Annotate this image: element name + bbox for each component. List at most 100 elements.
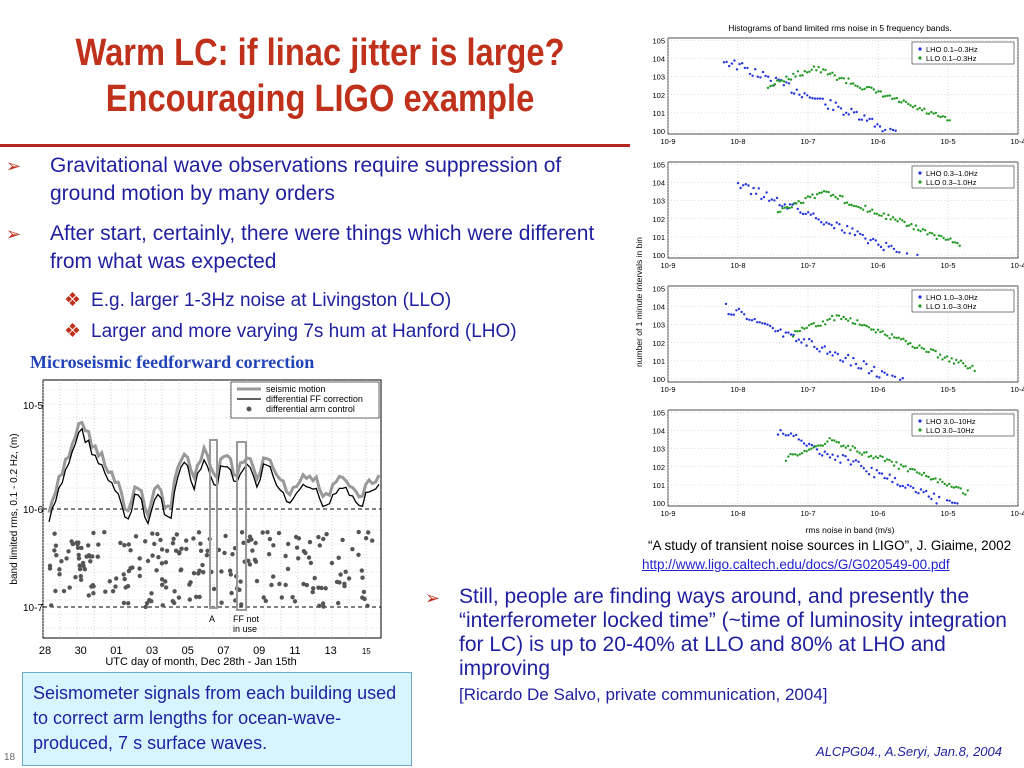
legend-entry: LHO 0.1–0.3Hz	[926, 45, 978, 54]
data-point	[228, 572, 233, 577]
llo-point	[897, 467, 900, 470]
legend-swatch	[918, 428, 922, 432]
data-point	[95, 554, 101, 559]
x-tick-label: 03	[146, 645, 158, 657]
llo-point	[826, 318, 829, 322]
llo-point	[868, 210, 872, 213]
llo-point	[828, 72, 832, 75]
data-point	[53, 588, 58, 594]
lho-point	[823, 345, 826, 348]
llo-point	[872, 328, 875, 331]
llo-point	[879, 330, 882, 334]
llo-point	[934, 477, 937, 480]
data-point	[121, 572, 126, 577]
data-point	[292, 599, 298, 604]
lho-point	[912, 486, 915, 490]
llo-point	[803, 327, 806, 330]
llo-point	[884, 95, 887, 98]
x-tick-label: 10-8	[730, 261, 745, 270]
llo-point	[802, 201, 805, 205]
lho-point	[800, 439, 803, 442]
lho-point	[748, 72, 752, 76]
lho-point	[919, 488, 923, 491]
llo-point	[815, 69, 818, 72]
llo-point	[771, 84, 774, 87]
legend-entry: seismic motion	[266, 384, 326, 394]
lho-point	[743, 66, 746, 70]
llo-point	[920, 109, 924, 112]
lho-point	[809, 213, 812, 216]
data-point	[154, 568, 159, 573]
llo-point	[858, 451, 861, 455]
data-point	[67, 585, 72, 590]
data-point	[261, 595, 266, 600]
llo-point	[913, 468, 916, 471]
llo-point	[803, 449, 806, 453]
lho-point	[811, 97, 814, 100]
data-point	[76, 552, 81, 558]
llo-point	[805, 450, 808, 453]
data-point	[266, 552, 272, 557]
slide-title: Warm LC: if linac jitter is large? Encou…	[45, 30, 595, 122]
y-tick-label: 101	[652, 357, 665, 366]
legend-entry: LLO 1.0–3.0Hz	[926, 302, 977, 311]
llo-point	[817, 444, 820, 447]
llo-point	[785, 75, 788, 78]
data-point	[223, 533, 228, 539]
x-tick-labels: 28 30 01 03 05 07 09 11 13 15	[39, 645, 371, 657]
lho-point	[951, 501, 954, 504]
lho-point	[838, 223, 841, 226]
llo-point	[840, 317, 843, 321]
llo-point	[941, 358, 944, 361]
lho-point	[800, 341, 803, 344]
lho-point	[743, 313, 746, 316]
legend-entry: LHO 3.0–10Hz	[926, 417, 976, 426]
data-point	[81, 563, 86, 569]
panel-legend	[911, 413, 1015, 437]
x-tick-label: 10-7	[800, 385, 815, 394]
lho-point	[916, 253, 919, 257]
lho-point	[749, 192, 753, 196]
data-point	[356, 552, 361, 557]
data-point	[222, 550, 227, 556]
x-tick-label: 10-9	[660, 509, 675, 518]
llo-point	[951, 241, 954, 244]
x-tick-label: 11	[289, 645, 300, 657]
llo-point	[876, 456, 880, 460]
lho-point	[878, 472, 881, 475]
llo-point	[936, 356, 940, 359]
llo-point	[904, 465, 907, 468]
data-point	[301, 581, 306, 587]
data-point	[239, 530, 245, 535]
lho-point	[889, 127, 892, 131]
data-point	[137, 573, 142, 579]
lho-point	[783, 203, 786, 206]
llo-point	[934, 111, 938, 115]
data-point	[187, 597, 192, 602]
llo-point	[766, 86, 770, 90]
lho-point	[871, 117, 874, 121]
data-point	[320, 601, 326, 606]
llo-point	[892, 464, 896, 467]
data-point	[201, 570, 206, 575]
llo-point	[867, 455, 870, 458]
data-point	[276, 530, 282, 536]
lho-point	[854, 459, 858, 462]
llo-point	[914, 104, 917, 108]
llo-point	[797, 200, 800, 203]
lho-point	[890, 244, 893, 248]
data-point	[247, 562, 253, 567]
lho-point	[835, 221, 838, 224]
citation-link[interactable]: http://www.ligo.caltech.edu/docs/G/G0205…	[642, 557, 950, 572]
data-point	[171, 536, 176, 541]
lho-point	[874, 239, 877, 242]
llo-point	[939, 115, 942, 119]
llo-point	[863, 323, 866, 327]
llo-point	[923, 107, 926, 110]
lho-point	[856, 230, 859, 233]
sub-bullet-2: ❖ Larger and more varying 7s hum at Hanfo…	[64, 319, 517, 344]
data-point	[265, 530, 270, 535]
data-point	[308, 560, 314, 566]
data-point	[194, 594, 199, 599]
lho-point	[808, 96, 811, 99]
